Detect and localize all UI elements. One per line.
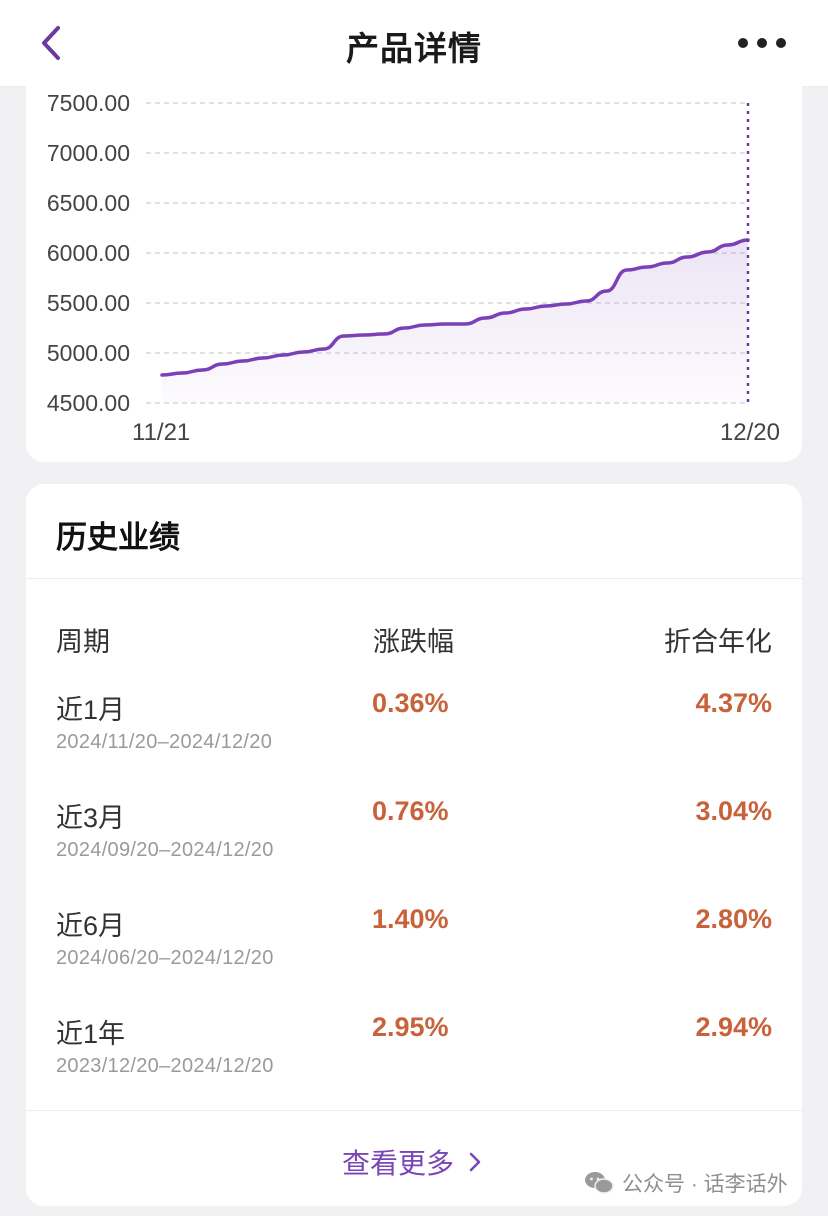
row-annualized: 2.94% bbox=[695, 1012, 772, 1042]
row-change: 0.36% bbox=[372, 688, 449, 718]
more-dots-icon bbox=[738, 38, 786, 48]
row-change: 2.95% bbox=[372, 1012, 449, 1042]
view-more-button[interactable]: 查看更多 bbox=[342, 1142, 482, 1182]
chart-area-fill bbox=[162, 240, 748, 403]
chart-series-line bbox=[160, 238, 750, 377]
chart-card: 7500.00 7000.00 6500.00 6000.00 5500.00 5000.… bbox=[26, 86, 802, 462]
page-title: 产品详情 bbox=[346, 30, 482, 67]
y-tick-label: 5000.00 bbox=[47, 340, 130, 366]
back-button[interactable] bbox=[34, 20, 74, 66]
more-button[interactable] bbox=[734, 28, 790, 58]
y-tick-label: 4500.00 bbox=[47, 390, 130, 416]
wechat-icon bbox=[585, 1172, 614, 1194]
row-annualized: 3.04% bbox=[695, 796, 772, 826]
performance-card: 历史业绩 周期 涨跌幅 折合年化 近1月 2024/11/20–2024/12/… bbox=[26, 484, 802, 1206]
x-tick-label-start: 11/21 bbox=[132, 419, 190, 446]
top-nav-bar: 产品详情 bbox=[0, 0, 828, 87]
view-more-label: 查看更多 bbox=[342, 1148, 455, 1179]
row-change: 0.76% bbox=[372, 796, 449, 826]
divider bbox=[26, 1110, 802, 1111]
watermark: 公众号 · 话李话外 bbox=[584, 1168, 788, 1198]
row-period-name: 近1月 bbox=[56, 695, 126, 725]
column-header-change: 涨跌幅 bbox=[373, 627, 454, 657]
row-period-name: 近6月 bbox=[56, 911, 126, 941]
y-tick-label: 6500.00 bbox=[47, 190, 130, 216]
price-chart[interactable]: 7500.00 7000.00 6500.00 6000.00 5500.00 5000.… bbox=[26, 86, 802, 462]
divider bbox=[26, 578, 802, 579]
row-annualized: 2.80% bbox=[695, 904, 772, 934]
y-tick-label: 6000.00 bbox=[47, 240, 130, 266]
row-date-range: 2024/09/20–2024/12/20 bbox=[56, 839, 274, 861]
chevron-right-icon bbox=[469, 1152, 481, 1172]
row-date-range: 2024/11/20–2024/12/20 bbox=[56, 731, 273, 753]
x-tick-label-end: 12/20 bbox=[720, 419, 780, 446]
row-date-range: 2024/06/20–2024/12/20 bbox=[56, 947, 274, 969]
y-tick-label: 7500.00 bbox=[47, 90, 130, 116]
row-annualized: 4.37% bbox=[695, 688, 772, 718]
y-tick-label: 7000.00 bbox=[47, 140, 130, 166]
row-date-range: 2023/12/20–2024/12/20 bbox=[56, 1055, 274, 1077]
column-header-period: 周期 bbox=[56, 627, 110, 657]
row-change: 1.40% bbox=[372, 904, 449, 934]
row-period-name: 近1年 bbox=[56, 1019, 126, 1049]
chevron-left-icon bbox=[42, 26, 60, 60]
y-tick-label: 5500.00 bbox=[47, 290, 130, 316]
watermark-text: 公众号 · 话李话外 bbox=[622, 1173, 788, 1196]
section-title: 历史业绩 bbox=[56, 520, 180, 555]
column-header-annualized: 折合年化 bbox=[664, 627, 772, 657]
row-period-name: 近3月 bbox=[56, 803, 126, 833]
